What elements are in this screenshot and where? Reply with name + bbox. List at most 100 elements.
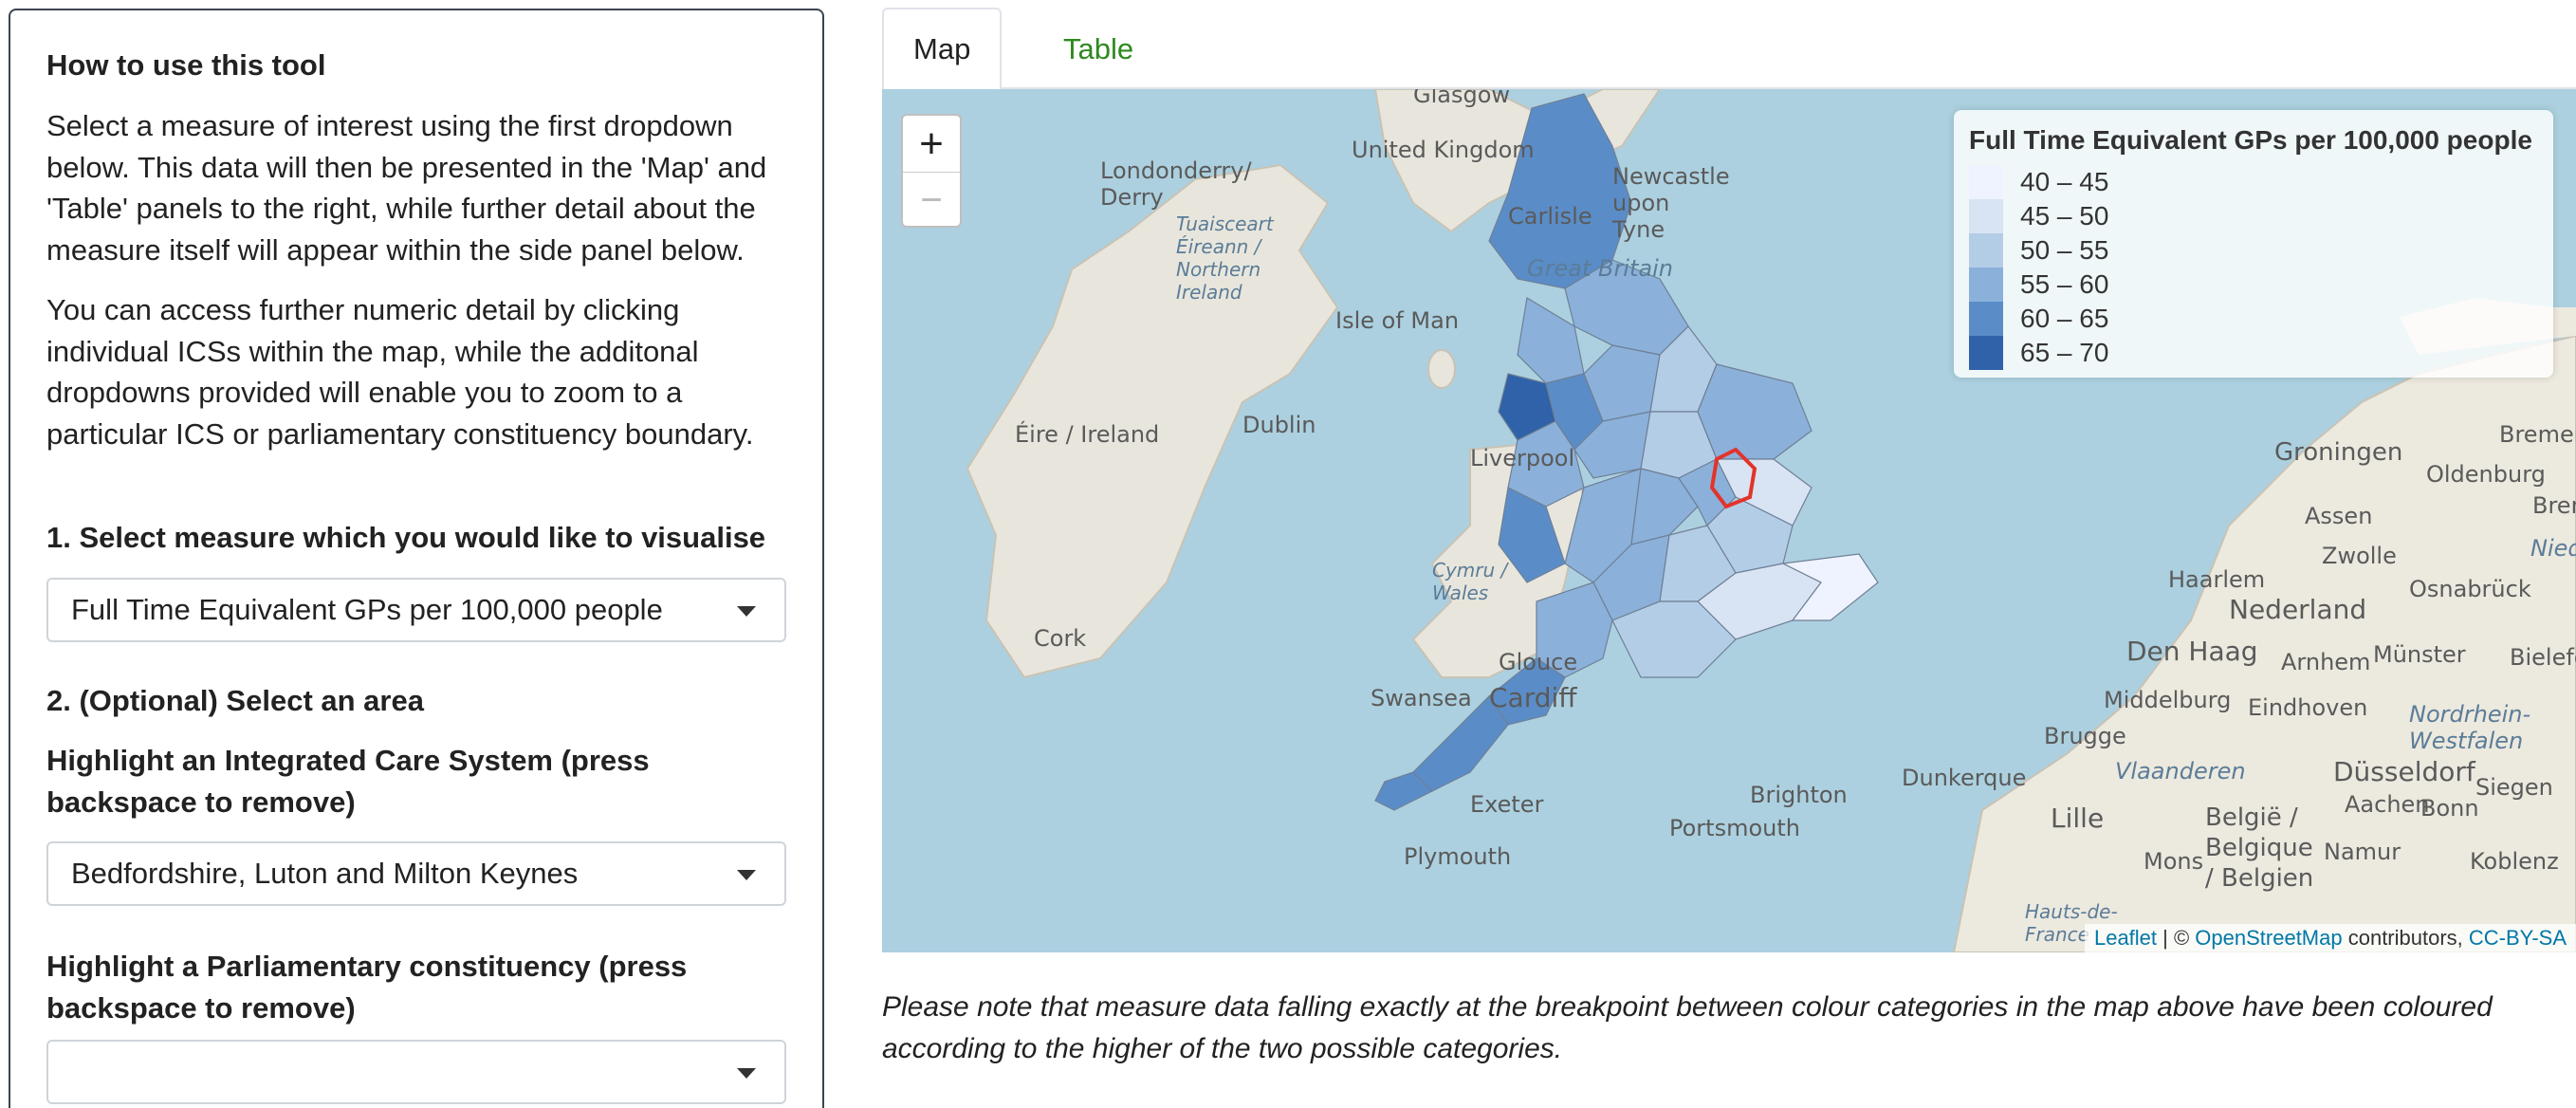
legend-swatch [1969, 268, 2003, 302]
place-label-carlisle: Carlisle [1508, 203, 1592, 230]
place-label-assen: Assen [2305, 503, 2373, 529]
sidebar-panel: How to use this tool Select a measure of… [9, 9, 824, 1108]
area-section-label: 2. (Optional) Select an area [46, 683, 424, 717]
place-label-bremerhaven: Bremerha [2499, 421, 2576, 448]
place-label-newcastle: Newcastle upon Tyne [1612, 163, 1730, 243]
tab-map[interactable]: Map [882, 8, 1003, 91]
legend-item: 55 – 60 [1969, 268, 2538, 302]
ics-select-value: Bedfordshire, Luton and Milton Keynes [71, 857, 579, 890]
place-label-united-kingdom: United Kingdom [1352, 137, 1535, 163]
place-label-zwolle: Zwolle [2322, 543, 2397, 569]
place-label-liverpool: Liverpool [1470, 445, 1575, 471]
place-label-middelburg: Middelburg [2104, 687, 2232, 713]
measure-select-label: 1. Select measure which you would like t… [46, 521, 766, 554]
place-label-arnhem: Arnhem [2281, 649, 2371, 675]
legend-swatch [1969, 336, 2003, 370]
caret-down-icon [737, 870, 756, 880]
legend-label: 50 – 55 [2020, 235, 2109, 265]
place-label-namur: Namur [2324, 839, 2401, 865]
openstreetmap-link[interactable]: OpenStreetMap [2195, 926, 2343, 950]
how-to-paragraph-2: You can access further numeric detail by… [46, 293, 754, 451]
place-label-bielefeld: Bielefe [2510, 644, 2576, 671]
place-label-eire: Éire / Ireland [1015, 421, 1160, 448]
zoom-in-button[interactable]: + [919, 120, 944, 167]
place-label-great-britain: Great Britain [1527, 255, 1673, 282]
place-label-munster: Münster [2373, 641, 2466, 668]
legend-item: 40 – 45 [1969, 165, 2538, 199]
leaflet-link[interactable]: Leaflet [2093, 926, 2158, 950]
zoom-control: + − [901, 114, 962, 228]
measure-select-value: Full Time Equivalent GPs per 100,000 peo… [71, 592, 663, 626]
place-label-northern-ireland: Tuaisceart Éireann / Northern Ireland [1176, 212, 1274, 304]
place-label-glasgow: Glasgow [1413, 89, 1511, 108]
place-label-dunkerque: Dunkerque [1902, 765, 2027, 791]
legend-label: 55 – 60 [2020, 269, 2109, 299]
place-label-plymouth: Plymouth [1404, 843, 1512, 870]
place-label-portsmouth: Portsmouth [1669, 815, 1800, 841]
caret-down-icon [737, 1068, 756, 1079]
legend-item: 60 – 65 [1969, 302, 2538, 336]
map-basemap [966, 89, 2576, 952]
attribution-contributors: contributors, [2342, 926, 2469, 950]
place-label-hauts-de-france: Hauts-de- France [2025, 900, 2118, 946]
place-label-wales: Cymru / Wales [1432, 559, 1508, 604]
place-label-gloucester: Glouce [1499, 649, 1578, 675]
tab-table[interactable]: Table [1063, 32, 1134, 65]
place-label-lille: Lille [2051, 803, 2105, 834]
choropleth-map[interactable]: Glasgow United Kingdom Newcastle upon Ty… [882, 89, 2576, 952]
place-label-belgie: België / Belgique / Belgien [2205, 803, 2314, 893]
place-label-niedersachsen: Nieder [2530, 535, 2576, 562]
legend-item: 50 – 55 [1969, 233, 2538, 268]
legend-title: Full Time Equivalent GPs per 100,000 peo… [1969, 125, 2532, 155]
place-label-den-haag: Den Haag [2126, 636, 2258, 667]
tab-bar: Map Table [882, 8, 2576, 91]
attribution-separator: | © [2157, 926, 2196, 950]
place-label-eindhoven: Eindhoven [2248, 694, 2368, 721]
place-label-bonn: Bonn [2420, 795, 2479, 822]
place-label-dusseldorf: Düsseldorf [2333, 756, 2475, 787]
legend-label: 65 – 70 [2020, 338, 2109, 367]
how-to-paragraph-1: Select a measure of interest using the f… [46, 109, 767, 267]
place-label-isle-of-man: Isle of Man [1335, 307, 1460, 334]
place-label-nordrhein-westfalen: Nordrhein- Westfalen [2409, 701, 2531, 754]
legend-label: 45 – 50 [2020, 201, 2109, 231]
place-label-koblenz: Koblenz [2470, 848, 2559, 875]
map-legend: Full Time Equivalent GPs per 100,000 peo… [1954, 110, 2553, 378]
legend-label: 60 – 65 [2020, 304, 2109, 333]
place-label-nederland: Nederland [2229, 594, 2367, 625]
legend-swatch [1969, 165, 2003, 199]
legend-swatch [1969, 199, 2003, 233]
place-label-exeter: Exeter [1470, 791, 1544, 818]
place-label-cardiff: Cardiff [1489, 682, 1577, 713]
breakpoint-note: Please note that measure data falling ex… [882, 991, 2493, 1064]
legend-item: 65 – 70 [1969, 336, 2538, 370]
place-label-brighton: Brighton [1750, 782, 1848, 808]
place-label-swansea: Swansea [1371, 685, 1472, 711]
place-label-vlaanderen: Vlaanderen [2115, 758, 2246, 785]
place-label-cork: Cork [1034, 625, 1087, 652]
legend-swatch [1969, 302, 2003, 336]
place-label-aachen: Aachen [2345, 791, 2430, 818]
place-label-dublin: Dublin [1242, 412, 1316, 438]
place-label-siegen: Siegen [2475, 774, 2553, 801]
place-label-brugge: Brugge [2044, 723, 2126, 749]
constituency-select-label: Highlight a Parliamentary constituency (… [46, 950, 688, 1025]
ics-select-label: Highlight an Integrated Care System (pre… [46, 744, 650, 819]
ics-select[interactable]: Bedfordshire, Luton and Milton Keynes [46, 841, 786, 906]
place-label-londonderry: Londonderry/ Derry [1100, 157, 1252, 211]
legend-label: 40 – 45 [2020, 167, 2109, 196]
license-link[interactable]: CC-BY-SA [2468, 926, 2567, 950]
legend-swatch [1969, 233, 2003, 268]
constituency-select[interactable] [46, 1040, 786, 1104]
how-to-title: How to use this tool [46, 48, 326, 82]
zoom-out-button[interactable]: − [903, 172, 960, 226]
place-label-groningen: Groningen [2274, 438, 2403, 467]
place-label-haarlem: Haarlem [2168, 566, 2266, 593]
map-attribution: Leaflet | © OpenStreetMap contributors, … [2084, 924, 2576, 952]
legend-item: 45 – 50 [1969, 199, 2538, 233]
place-label-bremen: Bren [2532, 492, 2576, 519]
place-label-oldenburg: Oldenburg [2426, 461, 2546, 488]
place-label-osnabruck: Osnabrück [2409, 576, 2531, 602]
measure-select[interactable]: Full Time Equivalent GPs per 100,000 peo… [46, 577, 786, 642]
place-label-mons: Mons [2144, 848, 2204, 875]
